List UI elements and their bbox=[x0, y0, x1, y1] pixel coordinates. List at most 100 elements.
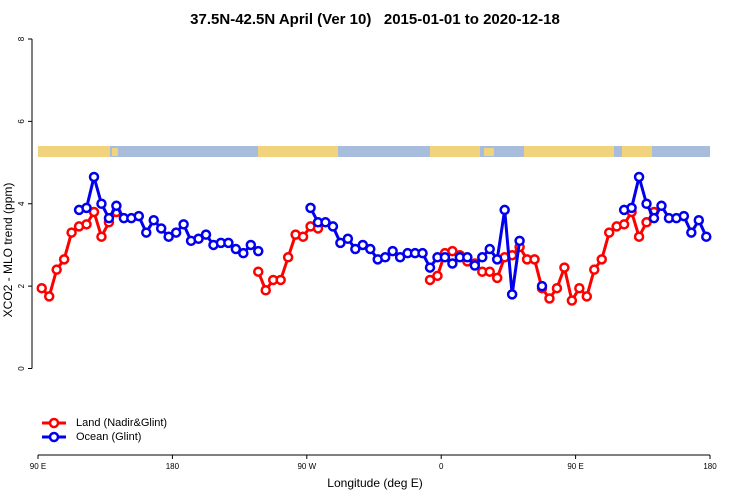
data-point bbox=[581, 291, 593, 302]
data-point bbox=[96, 198, 107, 210]
data-point bbox=[253, 245, 264, 257]
land-patch bbox=[484, 148, 494, 156]
data-point bbox=[170, 227, 182, 238]
data-point bbox=[686, 227, 697, 238]
data-point bbox=[43, 291, 55, 302]
data-point bbox=[701, 231, 712, 242]
data-point bbox=[544, 293, 555, 304]
data-point bbox=[484, 266, 495, 277]
data-point bbox=[499, 204, 510, 216]
land-patch bbox=[430, 146, 480, 157]
y-axis-title: XCO2 - MLO trend (ppm) bbox=[1, 183, 15, 318]
data-point bbox=[656, 200, 667, 212]
data-point bbox=[618, 219, 630, 230]
data-point bbox=[51, 264, 62, 275]
x-axis-title: Longitude (deg E) bbox=[327, 476, 422, 490]
land-patch bbox=[258, 146, 338, 157]
data-point bbox=[335, 237, 346, 249]
data-point bbox=[148, 214, 159, 226]
data-point bbox=[424, 262, 436, 273]
data-point bbox=[432, 270, 443, 282]
x-tick-label: 90 E bbox=[567, 462, 583, 471]
legend-swatch-marker bbox=[48, 431, 60, 443]
data-point bbox=[566, 295, 578, 306]
data-point bbox=[88, 206, 100, 218]
data-point bbox=[275, 274, 286, 286]
data-point bbox=[641, 198, 652, 210]
data-point bbox=[282, 252, 294, 263]
data-point bbox=[230, 243, 242, 255]
y-tick-label: 0 bbox=[17, 366, 26, 371]
y-tick-label: 2 bbox=[17, 283, 26, 288]
data-point bbox=[357, 239, 369, 251]
data-point bbox=[305, 202, 316, 214]
data-point bbox=[379, 252, 391, 263]
data-point bbox=[484, 243, 495, 255]
data-point bbox=[111, 200, 122, 212]
data-point bbox=[96, 231, 107, 242]
y-tick-label: 4 bbox=[17, 201, 26, 206]
legend-label: Ocean (Glint) bbox=[76, 431, 141, 443]
x-tick-label: 0 bbox=[439, 462, 444, 471]
data-point bbox=[439, 252, 451, 263]
data-point bbox=[81, 219, 92, 230]
data-point bbox=[633, 231, 645, 242]
data-point bbox=[641, 217, 652, 228]
data-point bbox=[245, 239, 257, 251]
data-point bbox=[238, 247, 249, 259]
data-point bbox=[327, 221, 339, 232]
land-patch bbox=[524, 146, 614, 157]
data-point bbox=[469, 260, 481, 271]
data-point bbox=[536, 280, 548, 292]
data-point bbox=[103, 212, 115, 224]
data-point bbox=[178, 219, 189, 230]
data-point bbox=[81, 202, 92, 214]
map-strip bbox=[38, 146, 710, 157]
data-point bbox=[350, 243, 361, 255]
data-point bbox=[58, 254, 70, 265]
data-point bbox=[141, 227, 152, 238]
data-point bbox=[589, 264, 600, 275]
data-point bbox=[320, 217, 331, 228]
data-point bbox=[506, 289, 518, 300]
land-patch bbox=[112, 148, 118, 156]
legend-swatch-marker bbox=[48, 417, 60, 429]
y-tick-label: 6 bbox=[17, 119, 26, 124]
legend-label: Land (Nadir&Glint) bbox=[76, 417, 167, 429]
land-patch bbox=[38, 146, 110, 157]
data-point bbox=[223, 237, 234, 249]
data-point bbox=[626, 202, 637, 214]
data-point bbox=[596, 254, 607, 265]
data-point bbox=[559, 262, 570, 273]
chart-title: 37.5N-42.5N April (Ver 10) 2015-01-01 to… bbox=[190, 11, 560, 28]
data-point bbox=[648, 212, 660, 224]
x-tick-label: 180 bbox=[166, 462, 180, 471]
data-point bbox=[678, 210, 690, 222]
y-tick-label: 8 bbox=[17, 36, 26, 41]
data-point bbox=[514, 235, 525, 247]
data-point bbox=[447, 258, 458, 269]
data-point bbox=[155, 223, 167, 234]
data-point bbox=[529, 254, 540, 265]
x-tick-label: 180 bbox=[703, 462, 717, 471]
data-point bbox=[200, 229, 212, 240]
data-point bbox=[394, 252, 406, 263]
data-point bbox=[253, 266, 264, 277]
data-point bbox=[342, 233, 354, 245]
data-point bbox=[693, 214, 705, 226]
data-point bbox=[297, 231, 309, 242]
data-point bbox=[491, 272, 503, 284]
x-tick-label: 90 W bbox=[297, 462, 316, 471]
data-point bbox=[477, 252, 488, 263]
data-point bbox=[633, 171, 645, 183]
data-point bbox=[133, 210, 145, 222]
data-point bbox=[387, 245, 398, 257]
data-point bbox=[365, 243, 376, 255]
data-point bbox=[603, 227, 615, 238]
data-point bbox=[260, 284, 271, 296]
data-point bbox=[36, 282, 47, 294]
data-point bbox=[88, 171, 100, 183]
data-point bbox=[447, 245, 458, 257]
data-point bbox=[462, 252, 473, 263]
